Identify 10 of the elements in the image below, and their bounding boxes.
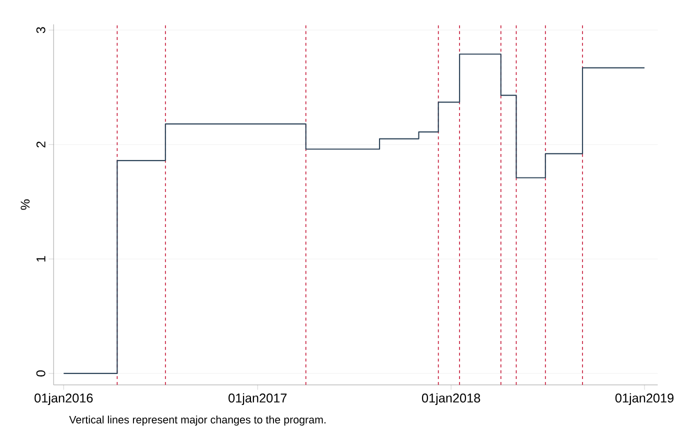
y-tick-label: 0 <box>36 370 46 376</box>
y-tick-label: 1 <box>36 256 46 262</box>
text: Vertical lines represent major changes to the program. <box>69 415 326 426</box>
y-tick-label: 3 <box>36 26 46 33</box>
y-tick-label: 2 <box>36 141 46 148</box>
x-tick-label: 01jan2018 <box>422 393 480 405</box>
x-tick-label: 01jan2016 <box>34 393 93 405</box>
x-tick-label: 01jan2017 <box>228 393 287 405</box>
y-axis-title: % <box>20 199 30 210</box>
x-tick-label: 01jan2019 <box>615 393 674 405</box>
